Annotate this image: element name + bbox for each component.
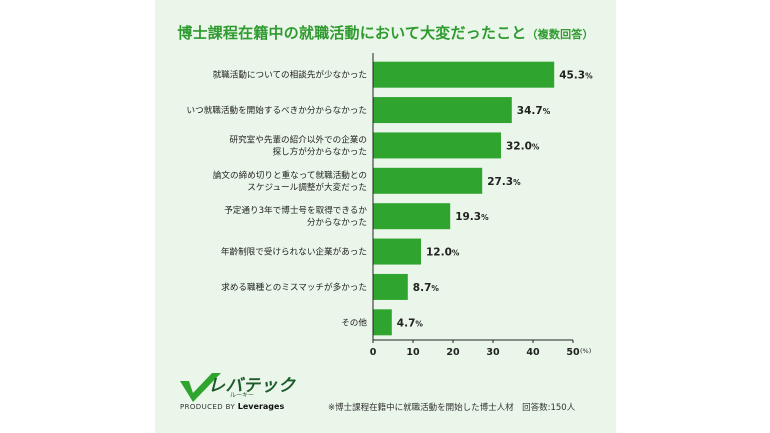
data-label: 32.0% bbox=[506, 140, 540, 152]
logo-check-icon bbox=[180, 373, 221, 402]
x-tick-label: 20 bbox=[446, 347, 460, 358]
x-tick-label: 10 bbox=[406, 347, 420, 358]
category-label: その他 bbox=[341, 316, 367, 328]
x-tick-label: 50 bbox=[566, 347, 580, 358]
bar bbox=[373, 238, 421, 265]
data-label: 4.7% bbox=[397, 317, 424, 329]
category-label: 探し方が分からなかった bbox=[272, 145, 367, 157]
bar-chart: 45.3% 就職活動についての相談先が少なかった 34.7% いつ就職活動を開始するべ… bbox=[187, 53, 593, 358]
bar bbox=[373, 61, 555, 88]
chart-title: 博士課程在籍中の就職活動において大変だったこと（複数回答） bbox=[155, 22, 616, 43]
produced-by-label: PRODUCED BY bbox=[180, 403, 236, 411]
chart-title-sub: （複数回答） bbox=[526, 28, 594, 41]
bar bbox=[373, 309, 392, 336]
data-label: 34.7% bbox=[517, 105, 551, 117]
logo-subtext: ルーキー bbox=[230, 392, 255, 399]
category-label: 論文の締め切りと重なって就職活動との bbox=[213, 169, 367, 181]
category-label: 年齢制限で受けられない企業があった bbox=[221, 246, 367, 258]
category-label: 研究室や先輩の紹介以外での企業の bbox=[229, 133, 367, 145]
data-label: 27.3% bbox=[487, 176, 521, 188]
produced-by-line: PRODUCED BY Leverages bbox=[180, 402, 284, 411]
bar bbox=[373, 167, 483, 194]
chart-title-main: 博士課程在籍中の就職活動において大変だったこと bbox=[177, 24, 527, 42]
bar bbox=[373, 97, 512, 124]
category-label: いつ就職活動を開始するべきか分からなかった bbox=[187, 104, 367, 116]
category-label: スケジュール調整が大変だった bbox=[247, 181, 367, 193]
data-label: 8.7% bbox=[413, 282, 440, 294]
data-label: 19.3% bbox=[455, 211, 489, 223]
logo-wordmark: レバテック bbox=[208, 376, 296, 396]
x-tick-label: 40 bbox=[526, 347, 540, 358]
bar bbox=[373, 273, 408, 300]
x-tick-label: 30 bbox=[486, 347, 500, 358]
category-label: 分からなかった bbox=[307, 217, 367, 228]
category-label: 予定通り3年で博士号を取得できるか bbox=[224, 204, 367, 216]
footnote: ※博士課程在籍中に就職活動を開始した博士人材 回答数:150人 bbox=[328, 403, 576, 413]
category-label: 就職活動についての相談先が少なかった bbox=[213, 69, 367, 81]
brand-name: Leverages bbox=[237, 402, 285, 411]
bar bbox=[373, 132, 501, 159]
category-label: 求める職種とのミスマッチが多かった bbox=[221, 281, 367, 293]
data-label: 45.3% bbox=[559, 70, 593, 82]
data-label: 12.0% bbox=[426, 247, 460, 259]
x-axis-unit: (%) bbox=[580, 347, 591, 355]
bar bbox=[373, 203, 451, 230]
x-tick-label: 0 bbox=[370, 347, 377, 358]
